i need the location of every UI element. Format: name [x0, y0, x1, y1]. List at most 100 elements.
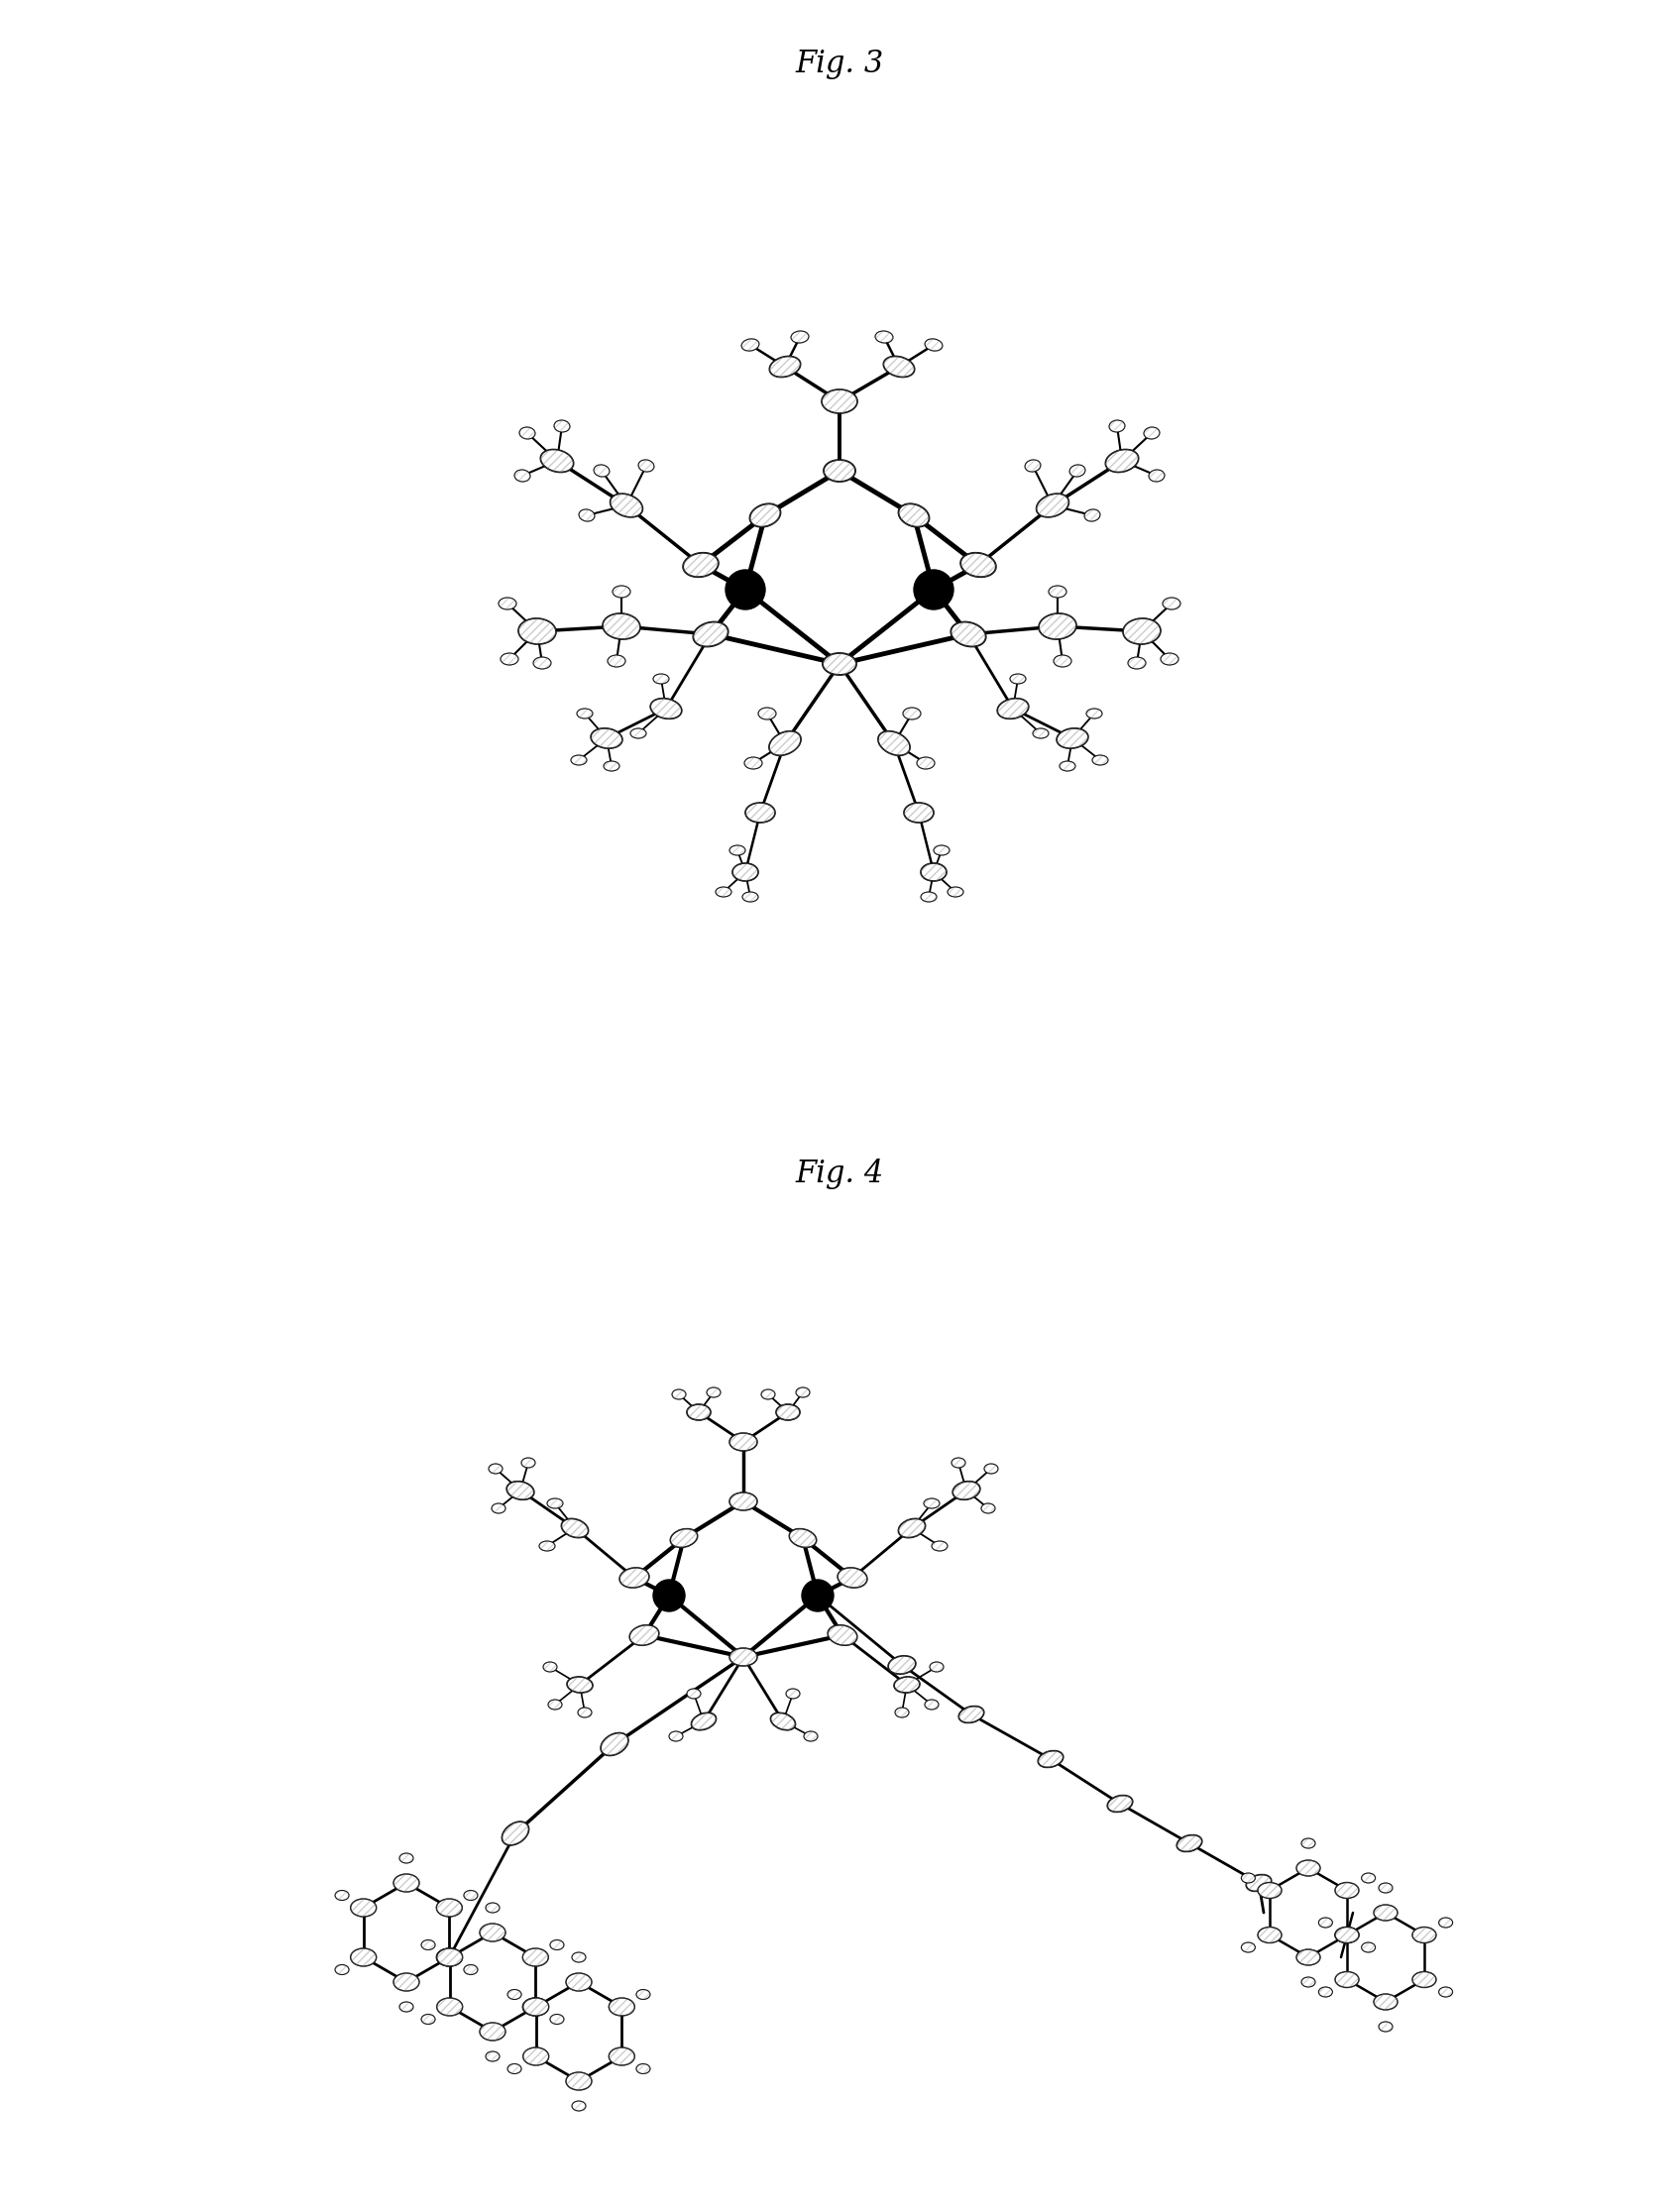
Ellipse shape [823, 654, 857, 674]
Ellipse shape [690, 1713, 716, 1730]
Ellipse shape [638, 460, 654, 471]
Ellipse shape [519, 619, 556, 643]
Ellipse shape [499, 597, 516, 610]
Ellipse shape [822, 389, 857, 413]
Ellipse shape [917, 758, 934, 769]
Ellipse shape [1361, 1874, 1376, 1883]
Ellipse shape [630, 729, 647, 738]
Ellipse shape [620, 1567, 648, 1587]
Circle shape [914, 570, 954, 610]
Ellipse shape [1087, 709, 1102, 718]
Ellipse shape [669, 1730, 682, 1741]
Ellipse shape [437, 1998, 462, 2016]
Ellipse shape [959, 1706, 984, 1724]
Ellipse shape [1025, 460, 1040, 471]
Ellipse shape [1247, 1874, 1272, 1892]
Ellipse shape [1057, 729, 1089, 749]
Ellipse shape [630, 1624, 659, 1646]
Ellipse shape [1176, 1834, 1201, 1852]
Ellipse shape [514, 471, 531, 482]
Ellipse shape [895, 1708, 909, 1717]
Ellipse shape [593, 464, 610, 477]
Ellipse shape [889, 1655, 916, 1673]
Ellipse shape [501, 654, 519, 665]
Ellipse shape [1107, 1795, 1132, 1812]
Ellipse shape [543, 1662, 558, 1673]
Ellipse shape [541, 449, 573, 473]
Ellipse shape [1361, 1943, 1376, 1951]
Ellipse shape [1297, 1861, 1320, 1876]
Ellipse shape [521, 1459, 536, 1467]
Ellipse shape [507, 1989, 521, 2000]
Ellipse shape [1092, 756, 1109, 765]
Ellipse shape [1060, 760, 1075, 771]
Ellipse shape [637, 2064, 650, 2073]
Ellipse shape [1242, 1874, 1255, 1883]
Ellipse shape [610, 493, 643, 517]
Ellipse shape [522, 1998, 549, 2016]
Ellipse shape [899, 504, 929, 526]
Ellipse shape [422, 1940, 435, 1949]
Ellipse shape [539, 1540, 554, 1551]
Ellipse shape [1413, 1927, 1436, 1943]
Ellipse shape [548, 1498, 563, 1509]
Ellipse shape [749, 504, 781, 526]
Ellipse shape [729, 1432, 758, 1452]
Ellipse shape [921, 893, 937, 902]
Ellipse shape [1336, 1971, 1359, 1987]
Text: Fig. 3: Fig. 3 [795, 49, 884, 80]
Ellipse shape [746, 802, 774, 822]
Ellipse shape [951, 1459, 966, 1467]
Ellipse shape [533, 656, 551, 670]
Ellipse shape [480, 2022, 506, 2040]
Ellipse shape [934, 846, 949, 855]
Ellipse shape [729, 1492, 758, 1509]
Circle shape [801, 1580, 833, 1611]
Ellipse shape [1161, 654, 1178, 665]
Ellipse shape [694, 621, 727, 648]
Ellipse shape [948, 886, 963, 897]
Ellipse shape [1122, 619, 1161, 643]
Ellipse shape [758, 707, 776, 720]
Ellipse shape [1302, 1978, 1315, 1987]
Ellipse shape [687, 1403, 711, 1421]
Ellipse shape [761, 1390, 774, 1399]
Ellipse shape [437, 1898, 462, 1916]
Ellipse shape [1374, 1993, 1398, 2009]
Ellipse shape [400, 2002, 413, 2011]
Ellipse shape [1319, 1918, 1332, 1927]
Ellipse shape [1319, 1987, 1332, 1998]
Ellipse shape [899, 1518, 926, 1538]
Ellipse shape [875, 332, 894, 343]
Ellipse shape [729, 1649, 758, 1666]
Ellipse shape [1010, 674, 1026, 683]
Ellipse shape [953, 1481, 979, 1501]
Ellipse shape [608, 2046, 635, 2066]
Ellipse shape [1374, 1905, 1398, 1920]
Ellipse shape [486, 1903, 499, 1912]
Ellipse shape [984, 1463, 998, 1474]
Ellipse shape [791, 332, 808, 343]
Ellipse shape [894, 1677, 919, 1693]
Ellipse shape [1438, 1918, 1453, 1927]
Ellipse shape [502, 1821, 529, 1845]
Ellipse shape [1336, 1927, 1359, 1943]
Ellipse shape [769, 356, 801, 378]
Ellipse shape [929, 1662, 944, 1673]
Ellipse shape [522, 1949, 548, 1967]
Circle shape [654, 1580, 685, 1611]
Ellipse shape [732, 864, 758, 882]
Ellipse shape [554, 420, 570, 433]
Ellipse shape [823, 460, 855, 482]
Ellipse shape [654, 674, 669, 683]
Ellipse shape [879, 732, 911, 756]
Ellipse shape [507, 2064, 521, 2073]
Ellipse shape [998, 698, 1028, 718]
Ellipse shape [613, 586, 630, 597]
Ellipse shape [334, 1965, 349, 1974]
Ellipse shape [1163, 597, 1181, 610]
Ellipse shape [1144, 427, 1159, 440]
Ellipse shape [1258, 1927, 1282, 1943]
Ellipse shape [1297, 1949, 1320, 1965]
Ellipse shape [684, 552, 719, 577]
